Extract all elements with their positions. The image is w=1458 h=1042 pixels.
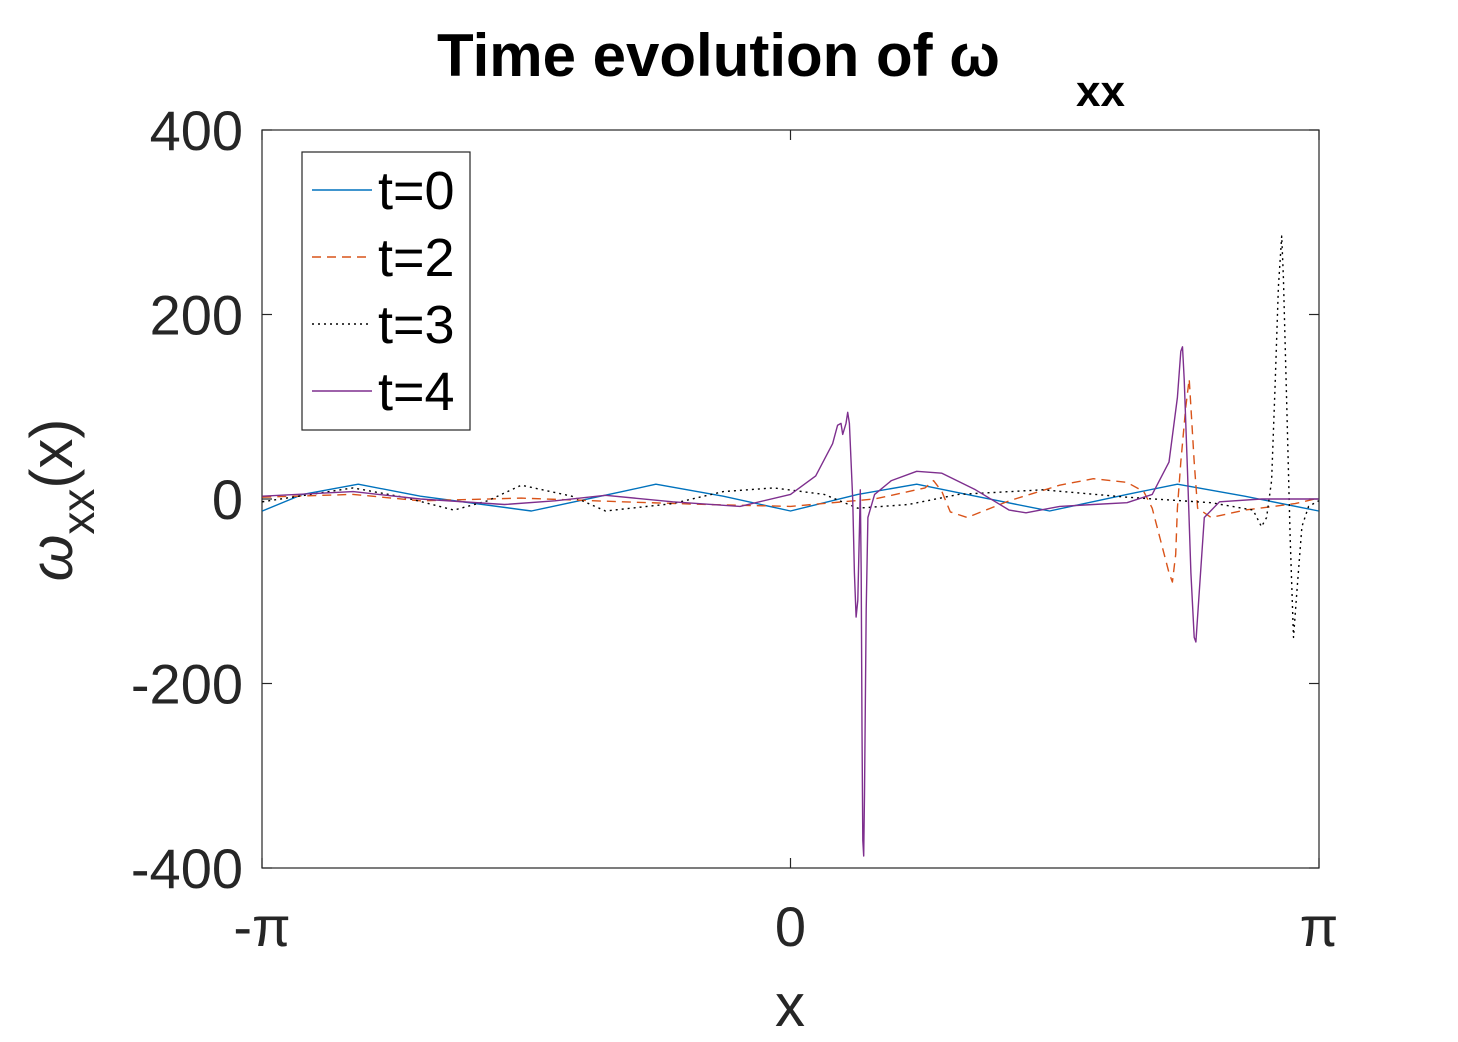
series-line-2 <box>262 378 1319 583</box>
series-line-1 <box>262 483 1319 512</box>
legend-box <box>301 151 471 431</box>
y-axis-label-suffix: (x) <box>18 419 85 489</box>
y-tick-label: 200 <box>150 284 243 347</box>
x-tick-label: π <box>1300 895 1339 958</box>
chart-title-subscript: xx <box>1076 67 1125 116</box>
y-tick-label: -200 <box>131 653 243 716</box>
y-tick-label: -400 <box>131 837 243 900</box>
x-axis: -π 0 π <box>233 130 1338 958</box>
legend-label: t=2 <box>378 228 455 288</box>
legend: t=0 t=2 t=3 t=4 <box>301 151 471 431</box>
chart-title: Time evolution of ω <box>437 22 1000 89</box>
legend-label: t=0 <box>378 161 455 221</box>
y-axis-label-subscript: xx <box>52 489 104 535</box>
x-tick-label: -π <box>233 895 290 958</box>
y-tick-label: 0 <box>212 468 243 531</box>
y-tick-label: 400 <box>150 99 243 162</box>
y-axis-label-symbol: ω <box>18 535 85 582</box>
series-line-3 <box>262 235 1320 639</box>
y-axis: 400 200 0 -200 -400 <box>131 99 1319 900</box>
svg-text:ωxx(x): ωxx(x) <box>18 419 104 582</box>
chart-title-main: Time evolution of ω <box>437 22 1000 89</box>
x-tick-label: 0 <box>775 895 806 958</box>
series-line-4 <box>262 346 1319 857</box>
x-axis-label: x <box>775 972 805 1039</box>
legend-label: t=3 <box>378 295 455 355</box>
y-axis-label: ωxx(x) <box>18 419 104 582</box>
legend-label: t=4 <box>378 362 455 422</box>
series-layer <box>262 235 1320 857</box>
